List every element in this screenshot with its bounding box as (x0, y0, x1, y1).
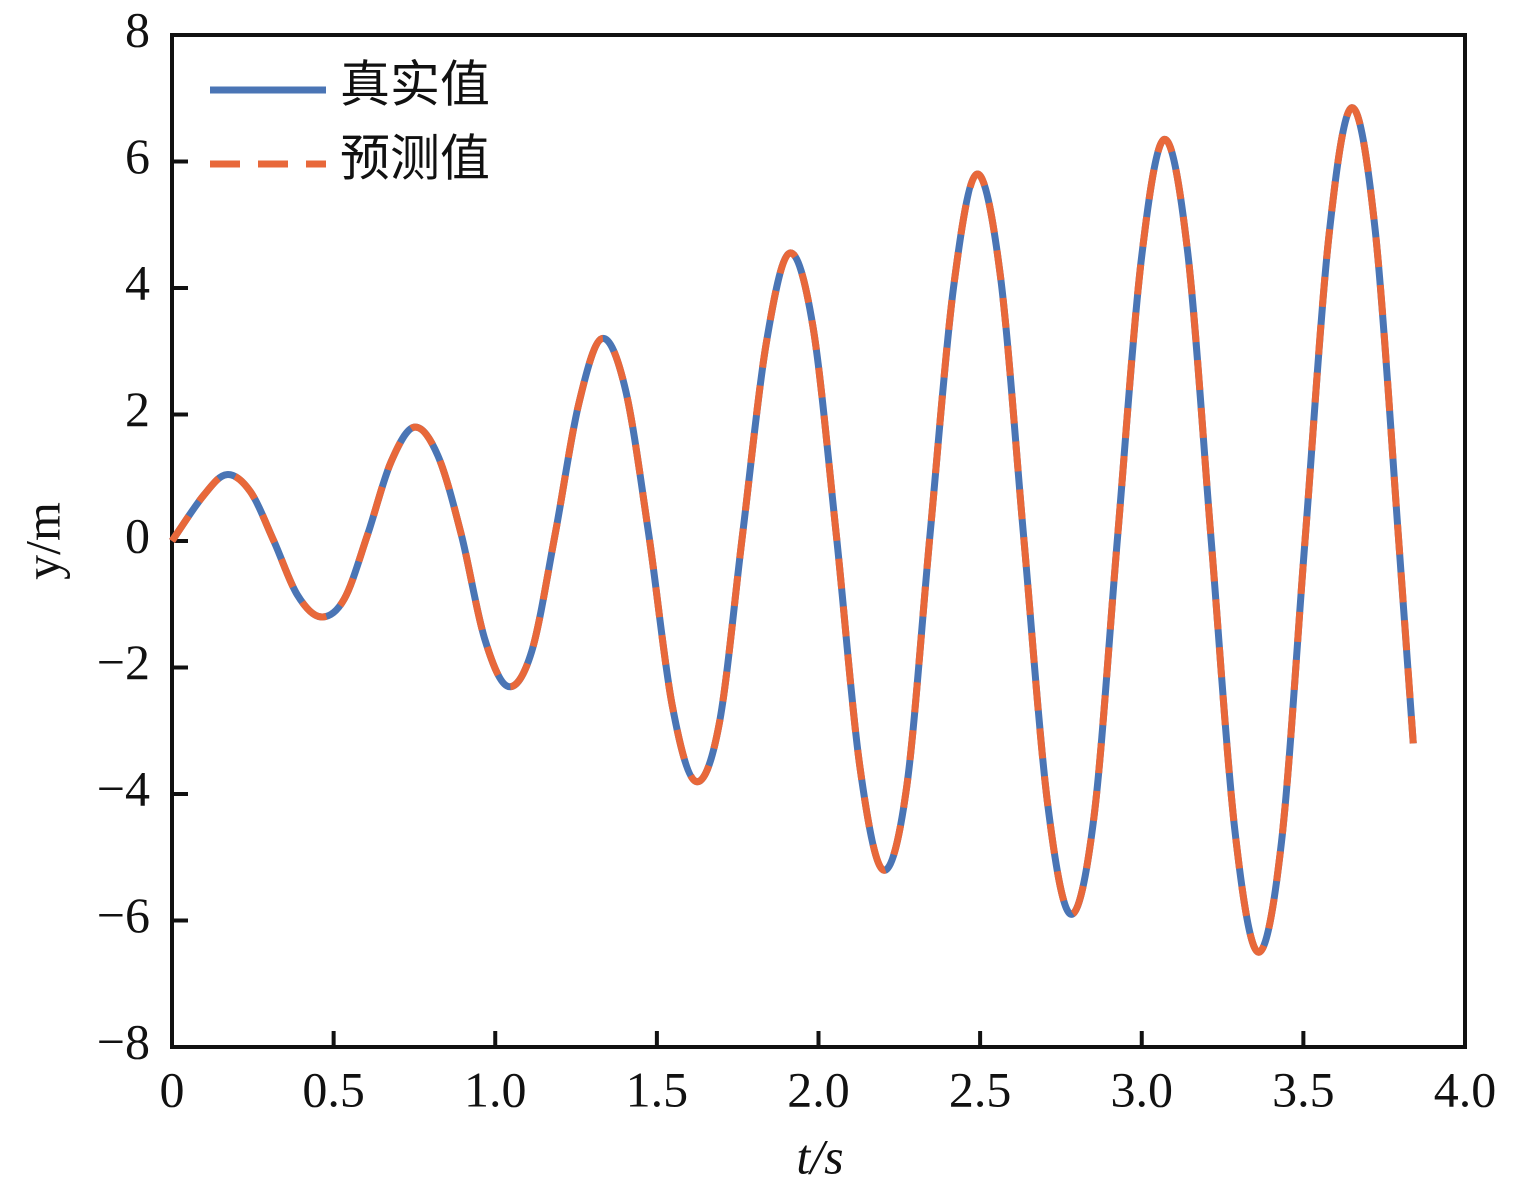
x-tick-label: 0 (160, 1061, 185, 1117)
legend-label: 预测值 (340, 130, 490, 186)
x-tick-label: 1.0 (464, 1061, 527, 1117)
x-tick-label: 3.0 (1111, 1061, 1174, 1117)
y-tick-label: 8 (125, 1, 150, 57)
y-tick-label: −6 (97, 887, 150, 943)
y-tick-label: 0 (125, 507, 150, 563)
y-tick-label: 6 (125, 128, 150, 184)
y-axis-label: y/m (14, 502, 70, 580)
y-tick-label: 4 (125, 254, 150, 310)
x-tick-label: 2.5 (949, 1061, 1012, 1117)
y-tick-label: −2 (97, 634, 150, 690)
series-line (169, 104, 1417, 956)
x-tick-label: 0.5 (302, 1061, 365, 1117)
x-axis-label: t/s (796, 1128, 843, 1184)
x-tick-label: 2.0 (787, 1061, 850, 1117)
legend-label: 真实值 (340, 56, 490, 112)
y-tick-label: 2 (125, 381, 150, 437)
x-tick-label: 3.5 (1272, 1061, 1335, 1117)
y-tick-label: −8 (97, 1013, 150, 1069)
x-tick-label: 1.5 (626, 1061, 689, 1117)
series-line (169, 104, 1417, 956)
y-tick-label: −4 (97, 760, 150, 816)
x-tick-label: 4.0 (1434, 1061, 1497, 1117)
